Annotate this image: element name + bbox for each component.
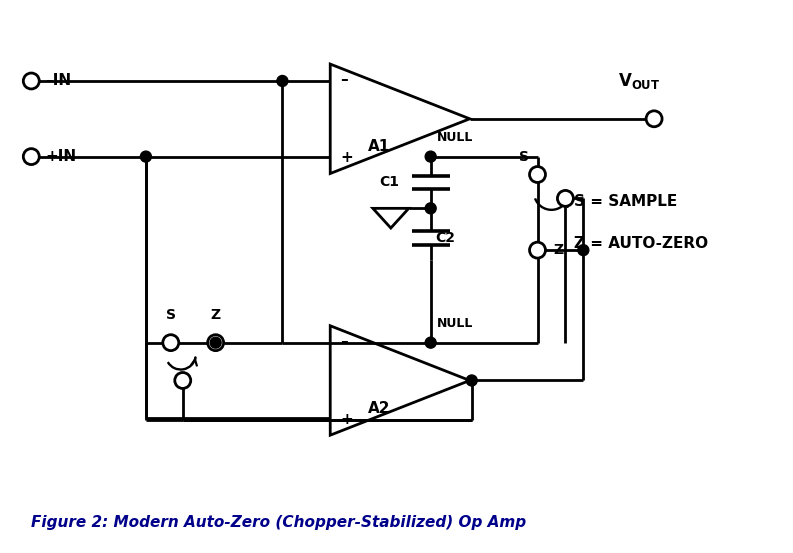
Circle shape <box>174 373 191 388</box>
Circle shape <box>425 203 436 214</box>
Text: –IN: –IN <box>45 74 71 88</box>
Circle shape <box>466 375 477 386</box>
Circle shape <box>425 337 436 348</box>
Text: Z: Z <box>554 243 564 257</box>
Circle shape <box>530 242 546 258</box>
Text: Z: Z <box>211 308 220 322</box>
Text: +: + <box>340 150 353 165</box>
Circle shape <box>578 244 589 255</box>
Circle shape <box>140 151 151 162</box>
Text: –: – <box>340 334 348 349</box>
Text: Figure 2: Modern Auto-Zero (Chopper-Stabilized) Op Amp: Figure 2: Modern Auto-Zero (Chopper-Stab… <box>31 515 527 530</box>
Text: +: + <box>340 412 353 427</box>
Text: C2: C2 <box>435 231 456 245</box>
Circle shape <box>557 190 573 206</box>
Circle shape <box>530 166 546 182</box>
Circle shape <box>208 335 224 351</box>
Circle shape <box>646 111 662 127</box>
Circle shape <box>23 149 40 165</box>
Circle shape <box>23 73 40 89</box>
Text: NULL: NULL <box>437 131 473 144</box>
Text: +IN: +IN <box>45 149 76 164</box>
Text: Z = AUTO-ZERO: Z = AUTO-ZERO <box>574 236 708 251</box>
Circle shape <box>163 335 178 351</box>
Circle shape <box>425 151 436 162</box>
Text: A2: A2 <box>368 401 391 416</box>
Circle shape <box>277 76 288 86</box>
Text: A1: A1 <box>368 139 390 154</box>
Text: V$_{\mathregular{OUT}}$: V$_{\mathregular{OUT}}$ <box>618 71 661 91</box>
Text: C1: C1 <box>379 175 399 190</box>
Text: S = SAMPLE: S = SAMPLE <box>574 194 678 209</box>
Circle shape <box>210 337 221 348</box>
Text: NULL: NULL <box>437 317 473 330</box>
Text: S: S <box>519 150 529 164</box>
Text: S: S <box>166 308 176 322</box>
Text: –: – <box>340 72 348 87</box>
